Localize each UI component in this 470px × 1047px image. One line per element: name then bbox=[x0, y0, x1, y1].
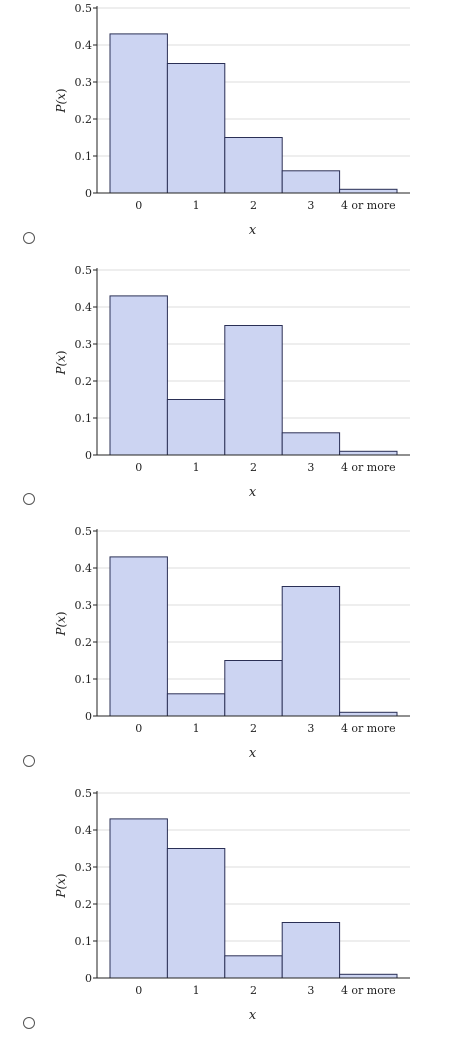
bar bbox=[339, 711, 398, 717]
y-tick-label: 0.3 bbox=[75, 338, 93, 351]
x-tick-label: 2 bbox=[250, 722, 257, 735]
y-axis-title-suffix: ) bbox=[54, 611, 68, 616]
y-tick-label: 0 bbox=[85, 710, 92, 723]
y-axis-title-variable: x bbox=[54, 355, 68, 362]
radio-button[interactable] bbox=[23, 493, 35, 505]
bar bbox=[166, 63, 226, 194]
x-tick-label: 0 bbox=[135, 199, 142, 212]
y-tick-label: 0.5 bbox=[75, 264, 93, 277]
bar bbox=[109, 818, 168, 979]
x-tick-label: 1 bbox=[193, 984, 200, 997]
y-axis-title-prefix: P( bbox=[54, 100, 68, 114]
answer-option-1: 0 0.1 0.2 0.3 0.4 0.5 0 1 2 3 4 or more x P(x) bbox=[0, 0, 470, 262]
x-tick-label: 2 bbox=[250, 199, 257, 212]
y-axis-title-suffix: ) bbox=[54, 350, 68, 355]
bar bbox=[281, 922, 341, 979]
bar bbox=[339, 973, 398, 979]
radio-button[interactable] bbox=[23, 1017, 35, 1029]
x-tick-label: 4 or more bbox=[341, 199, 396, 212]
bar bbox=[166, 848, 226, 979]
y-tick-label: 0 bbox=[85, 449, 92, 462]
y-axis-title: P(x) bbox=[54, 611, 68, 636]
bar bbox=[224, 660, 283, 717]
x-tick-label: 0 bbox=[135, 722, 142, 735]
y-axis-title-suffix: ) bbox=[54, 88, 68, 93]
answer-option-4: 0 0.1 0.2 0.3 0.4 0.5 0 1 2 3 4 or more x P(x) bbox=[0, 785, 470, 1047]
bar bbox=[281, 170, 341, 194]
y-axis-title-prefix: P( bbox=[54, 362, 68, 376]
x-tick-label: 0 bbox=[135, 461, 142, 474]
x-tick-label: 1 bbox=[193, 461, 200, 474]
y-tick-label: 0.2 bbox=[75, 636, 93, 649]
x-axis-title: x bbox=[249, 746, 257, 761]
answer-option-2: 0 0.1 0.2 0.3 0.4 0.5 0 1 2 3 4 or more x P(x) bbox=[0, 262, 470, 524]
bar bbox=[109, 33, 168, 194]
radio-button[interactable] bbox=[23, 755, 35, 767]
x-tick-label: 2 bbox=[250, 461, 257, 474]
y-tick-label: 0.2 bbox=[75, 375, 93, 388]
x-tick-label: 1 bbox=[193, 199, 200, 212]
y-tick-label: 0.4 bbox=[75, 39, 93, 52]
y-tick-label: 0.1 bbox=[75, 673, 93, 686]
bar bbox=[224, 955, 283, 979]
y-tick-label: 0.4 bbox=[75, 301, 93, 314]
x-tick-label: 4 or more bbox=[341, 984, 396, 997]
bar bbox=[109, 556, 168, 717]
bar bbox=[281, 586, 341, 717]
y-tick-label: 0.4 bbox=[75, 824, 93, 837]
bar bbox=[166, 693, 226, 717]
x-axis-title: x bbox=[249, 485, 257, 500]
x-tick-label: 4 or more bbox=[341, 722, 396, 735]
y-tick-label: 0.3 bbox=[75, 861, 93, 874]
y-axis-title-prefix: P( bbox=[54, 623, 68, 637]
x-axis-title: x bbox=[249, 223, 257, 238]
y-axis-title-variable: x bbox=[54, 878, 68, 885]
x-tick-label: 3 bbox=[307, 722, 314, 735]
y-tick-label: 0.2 bbox=[75, 113, 93, 126]
bar bbox=[224, 325, 283, 456]
y-tick-label: 0.1 bbox=[75, 150, 93, 163]
y-axis-title: P(x) bbox=[54, 88, 68, 113]
x-tick-label: 2 bbox=[250, 984, 257, 997]
bar bbox=[224, 137, 283, 194]
y-axis-title-variable: x bbox=[54, 616, 68, 623]
x-tick-label: 3 bbox=[307, 984, 314, 997]
y-axis-title-suffix: ) bbox=[54, 873, 68, 878]
bar bbox=[339, 188, 398, 194]
y-tick-label: 0.3 bbox=[75, 76, 93, 89]
y-axis-title-prefix: P( bbox=[54, 885, 68, 899]
y-tick-label: 0.5 bbox=[75, 525, 93, 538]
y-tick-label: 0.5 bbox=[75, 787, 93, 800]
bar bbox=[281, 432, 341, 456]
y-axis-title-variable: x bbox=[54, 93, 68, 100]
y-tick-label: 0.5 bbox=[75, 2, 93, 15]
y-tick-label: 0.3 bbox=[75, 599, 93, 612]
y-tick-label: 0.1 bbox=[75, 935, 93, 948]
x-axis-title: x bbox=[249, 1008, 257, 1023]
y-tick-label: 0.2 bbox=[75, 898, 93, 911]
y-axis-title: P(x) bbox=[54, 350, 68, 375]
y-axis-title: P(x) bbox=[54, 873, 68, 898]
bar bbox=[339, 450, 398, 456]
x-tick-label: 4 or more bbox=[341, 461, 396, 474]
bar bbox=[166, 399, 226, 456]
y-tick-label: 0 bbox=[85, 187, 92, 200]
x-tick-label: 1 bbox=[193, 722, 200, 735]
y-tick-label: 0 bbox=[85, 972, 92, 985]
x-tick-label: 3 bbox=[307, 199, 314, 212]
radio-button[interactable] bbox=[23, 232, 35, 244]
answer-option-3: 0 0.1 0.2 0.3 0.4 0.5 0 1 2 3 4 or more x P(x) bbox=[0, 523, 470, 785]
bar bbox=[109, 295, 168, 456]
x-tick-label: 3 bbox=[307, 461, 314, 474]
x-tick-label: 0 bbox=[135, 984, 142, 997]
y-tick-label: 0.1 bbox=[75, 412, 93, 425]
y-tick-label: 0.4 bbox=[75, 562, 93, 575]
